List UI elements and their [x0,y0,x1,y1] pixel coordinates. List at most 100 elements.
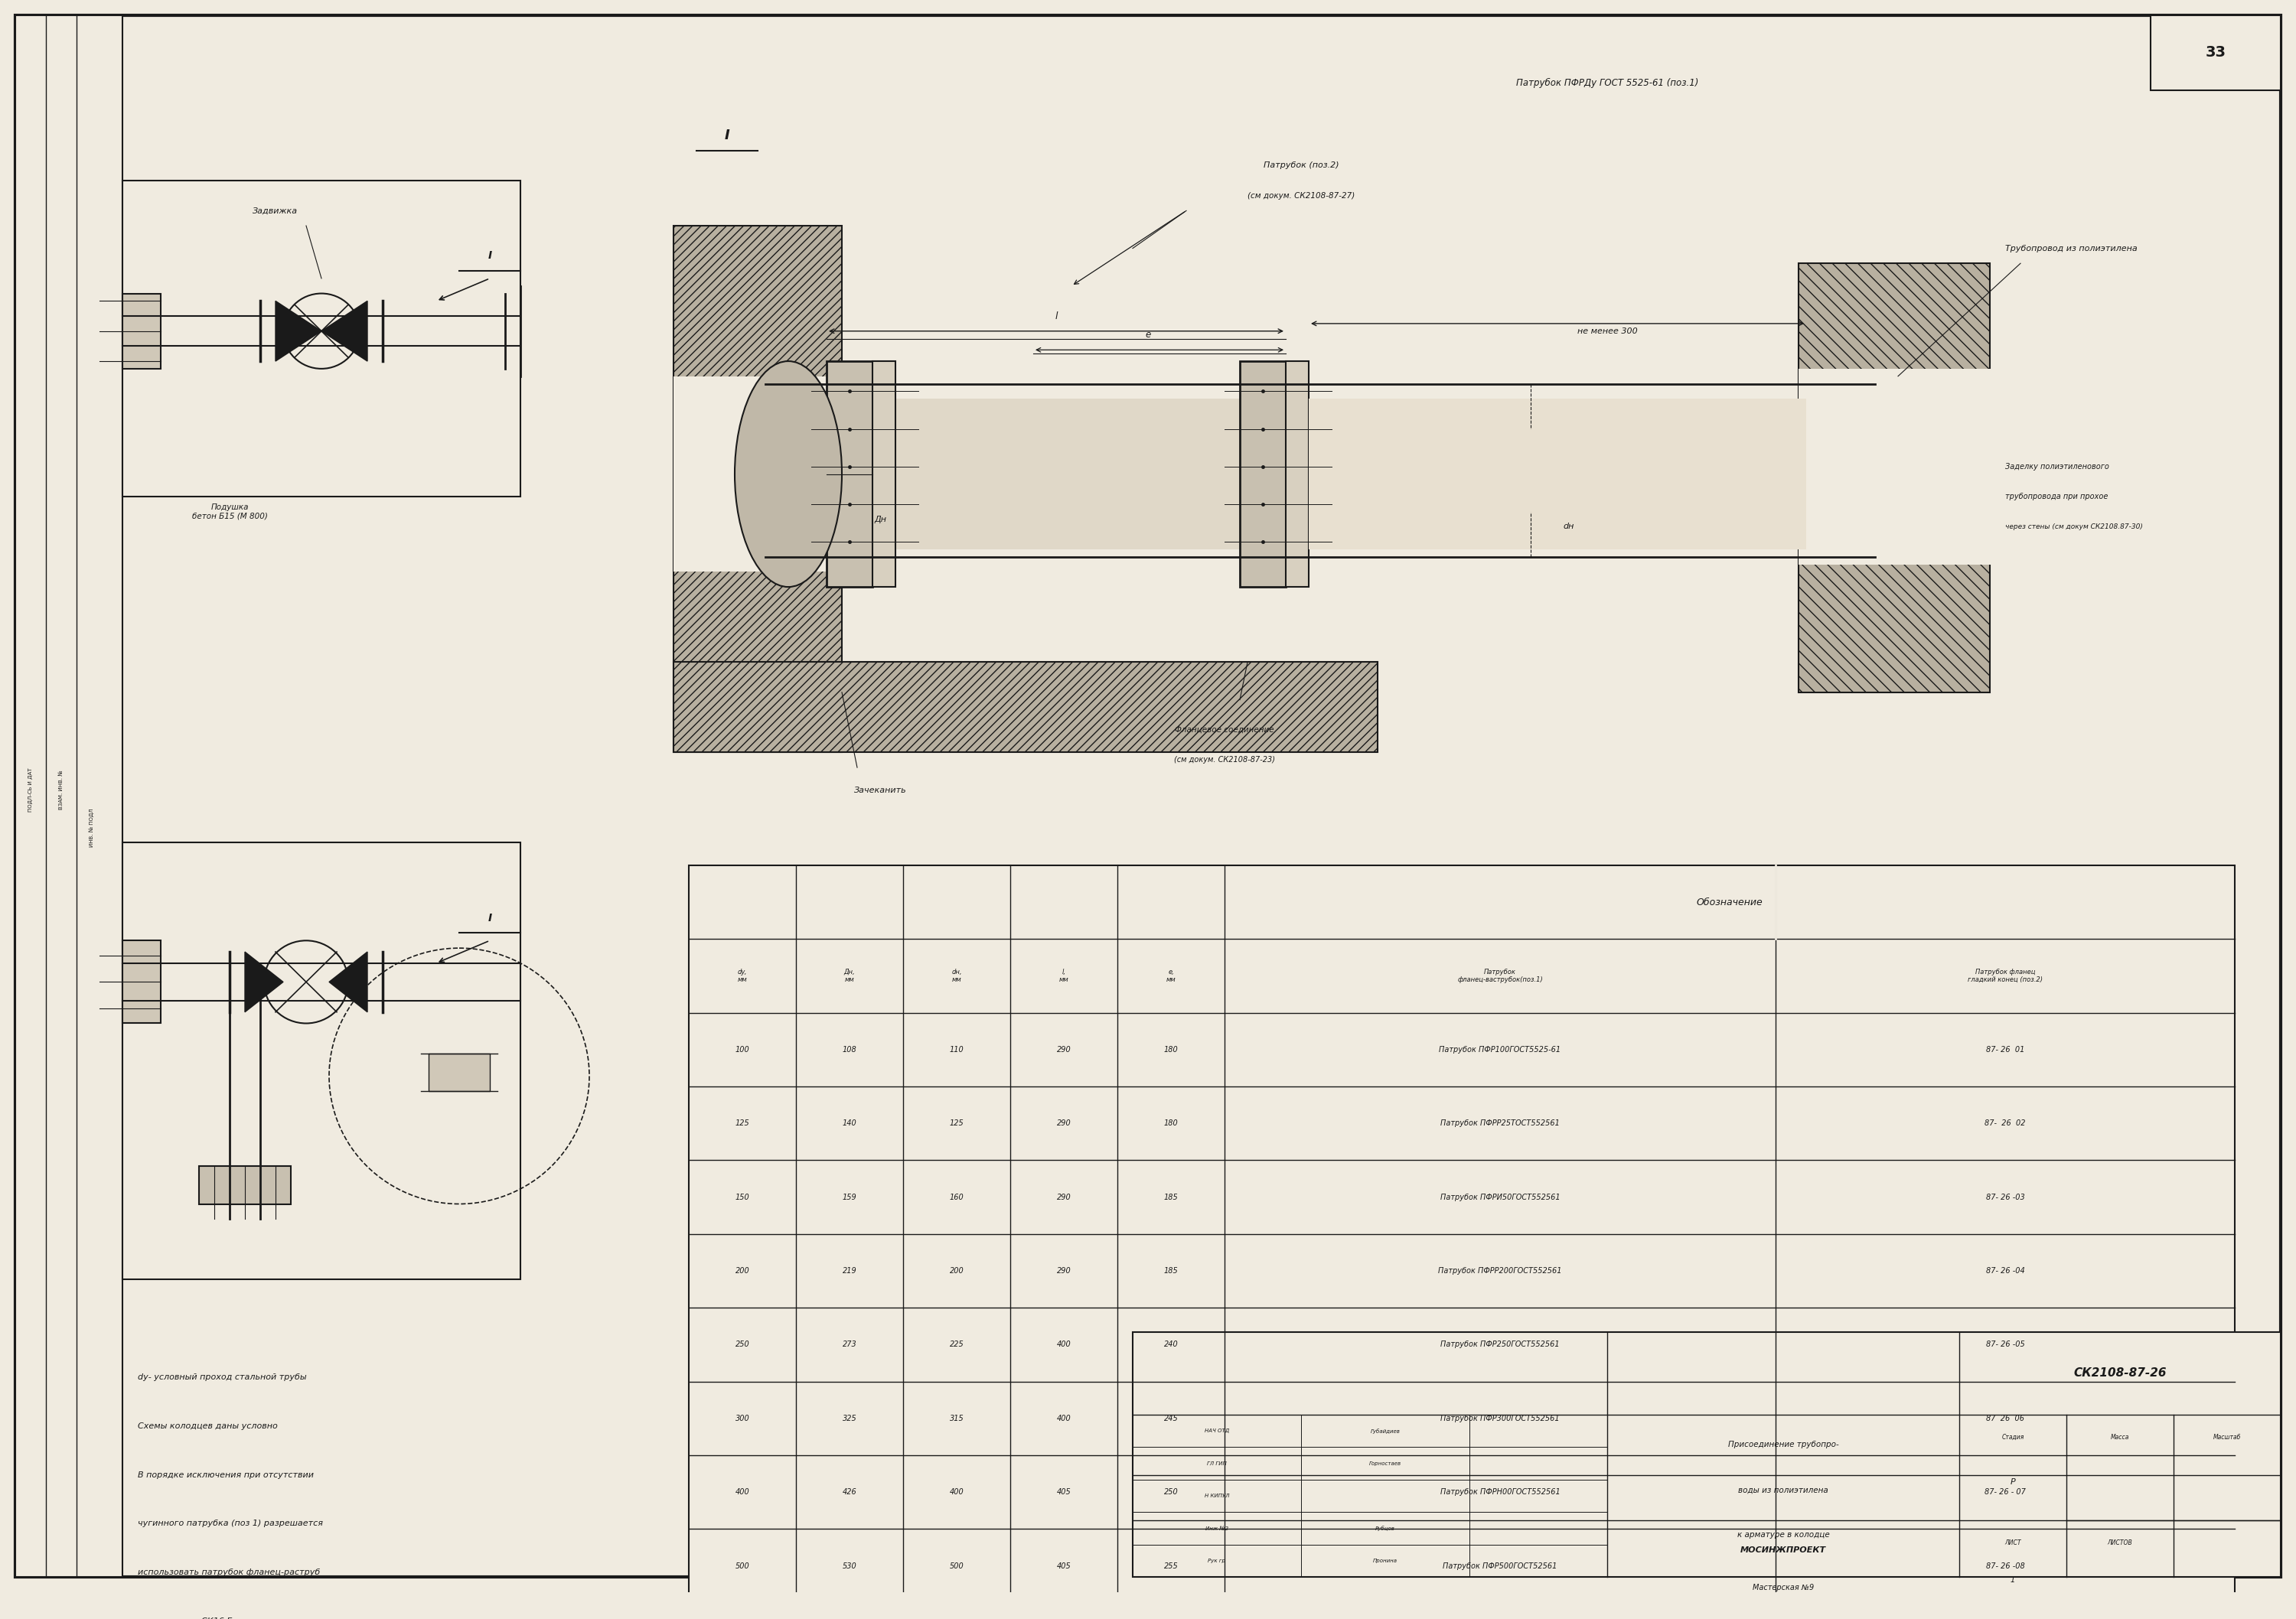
Bar [122,941,161,1023]
Text: Патрубок ПФРН00ГОСТ552561: Патрубок ПФРН00ГОСТ552561 [1440,1488,1559,1496]
Text: 1: 1 [2011,1577,2016,1583]
Text: трубопровода при прохое: трубопровода при прохое [2004,492,2108,500]
Text: В порядке исключения при отсутствии: В порядке исключения при отсутствии [138,1472,315,1478]
Text: 180: 180 [1164,1120,1178,1127]
Text: 125: 125 [951,1120,964,1127]
Text: Патрубок
фланец-ваструбок(поз.1): Патрубок фланец-ваструбок(поз.1) [1458,968,1543,983]
Text: ПОДЛ-СЬ И ДАТ: ПОДЛ-СЬ И ДАТ [28,767,32,813]
Text: Стадия: Стадия [2002,1434,2025,1441]
Text: 87- 26  01: 87- 26 01 [1986,1046,2025,1054]
Text: ЛИСТ: ЛИСТ [2004,1540,2020,1546]
Polygon shape [1798,264,1991,693]
Text: Дн: Дн [875,515,886,523]
Text: Патрубок (поз.2): Патрубок (поз.2) [1263,162,1339,170]
Text: ГЛ ГИП: ГЛ ГИП [1208,1460,1226,1465]
Text: Патрубок ПФРР200ГОСТ552561: Патрубок ПФРР200ГОСТ552561 [1437,1268,1561,1274]
Bar [122,843,521,1279]
Text: 290: 290 [1056,1120,1070,1127]
Text: e: e [1146,330,1150,340]
Text: Схемы колодцев даны условно: Схемы колодцев даны условно [138,1421,278,1430]
Text: (см докум. СК2108-87-27): (см докум. СК2108-87-27) [1247,191,1355,199]
Text: e,
мм: e, мм [1166,968,1176,983]
Text: 290: 290 [1056,1193,1070,1201]
Text: 200: 200 [951,1268,964,1274]
Polygon shape [673,225,843,753]
Text: 87-  26  02: 87- 26 02 [1984,1120,2025,1127]
Text: (см докум. СК2108-87-23): (см докум. СК2108-87-23) [1173,756,1274,764]
Text: Фланцевое соединение: Фланцевое соединение [1176,725,1274,733]
Text: Патрубок фланец
гладкий конец (поз.2): Патрубок фланец гладкий конец (поз.2) [1968,968,2043,983]
Text: 180: 180 [1164,1046,1178,1054]
Bar [1240,361,1286,588]
Text: dy,
мм: dy, мм [737,968,746,983]
Text: 405: 405 [1056,1488,1070,1496]
Text: 300: 300 [735,1415,748,1421]
Text: l,
мм: l, мм [1058,968,1068,983]
Text: 160: 160 [951,1193,964,1201]
Text: 225: 225 [951,1341,964,1349]
Text: Р: Р [2011,1478,2016,1486]
Text: Трубопровод из полиэтилена: Трубопровод из полиэтилена [2004,244,2138,253]
Text: к арматуре в колодце: к арматуре в колодце [1738,1532,1830,1538]
Bar [827,398,1745,549]
Text: Обозначение: Обозначение [1697,897,1763,907]
Text: не менее 300: не менее 300 [1577,327,1637,335]
Text: I: I [487,913,491,923]
Text: воды из полиэтилена: воды из полиэтилена [1738,1486,1828,1494]
Text: Патрубок ПФР300ГОСТ552561: Патрубок ПФР300ГОСТ552561 [1440,1415,1559,1421]
Text: 250: 250 [735,1341,748,1349]
Text: I: I [726,128,730,142]
Text: 273: 273 [843,1341,856,1349]
Text: 426: 426 [843,1488,856,1496]
Text: через стены (см докум СК2108.87-30): через стены (см докум СК2108.87-30) [2004,523,2142,529]
Text: 159: 159 [843,1193,856,1201]
Text: 245: 245 [1164,1415,1178,1421]
Text: 255: 255 [1164,1562,1178,1570]
Bar [872,361,895,588]
Bar [16,15,122,1577]
Bar [827,361,872,588]
Text: Н КИПУЛ: Н КИПУЛ [1205,1494,1228,1498]
Text: использовать патрубок фланец-раструб: использовать патрубок фланец-раструб [138,1569,319,1577]
Text: Задвижка: Задвижка [253,207,298,214]
Bar [1309,398,1807,549]
Text: 33: 33 [2204,45,2225,60]
Bar [2151,15,2280,91]
Text: 500: 500 [735,1562,748,1570]
Text: 290: 290 [1056,1046,1070,1054]
Text: Рук гр: Рук гр [1208,1559,1226,1564]
Text: Патрубок ПФРДу ГОСТ 5525-61 (поз.1): Патрубок ПФРДу ГОСТ 5525-61 (поз.1) [1515,78,1699,87]
Text: 240: 240 [1164,1341,1178,1349]
Text: 315: 315 [951,1415,964,1421]
Bar [1132,1332,2280,1577]
Text: 87- 26 -03: 87- 26 -03 [1986,1193,2025,1201]
Text: 87- 26 -04: 87- 26 -04 [1986,1268,2025,1274]
Text: Горностаев: Горностаев [1368,1460,1401,1465]
Bar [689,865,2234,1603]
Text: Присоединение трубопро-: Присоединение трубопро- [1729,1441,1839,1449]
Ellipse shape [735,361,843,588]
Bar [1286,361,1309,588]
Text: 87- 26 -05: 87- 26 -05 [1986,1341,2025,1349]
Text: Дн,
мм: Дн, мм [845,968,854,983]
Text: 110: 110 [951,1046,964,1054]
Text: l: l [1054,311,1058,321]
Bar [122,293,161,369]
Text: 87- 26 -08: 87- 26 -08 [1986,1562,2025,1570]
Text: 400: 400 [1056,1341,1070,1349]
Text: Патрубок ПФРР25ТОСТ552561: Патрубок ПФРР25ТОСТ552561 [1440,1120,1559,1127]
Text: dн,
мм: dн, мм [951,968,962,983]
Text: Пронина: Пронина [1373,1559,1398,1564]
Text: dн: dн [1564,523,1575,531]
Polygon shape [673,662,1378,753]
Text: Подушка
бетон Б15 (М 800): Подушка бетон Б15 (М 800) [193,504,266,520]
Text: Патрубок ПФР250ГОСТ552561: Патрубок ПФР250ГОСТ552561 [1440,1341,1559,1349]
Text: чугинного патрубка (поз 1) разрешается: чугинного патрубка (поз 1) разрешается [138,1520,324,1528]
Text: 140: 140 [843,1120,856,1127]
Text: Губайдиев: Губайдиев [1371,1428,1401,1433]
Text: Патрубок ПФРИ50ГОСТ552561: Патрубок ПФРИ50ГОСТ552561 [1440,1193,1559,1201]
Text: Масса: Масса [2110,1434,2128,1441]
Text: 185: 185 [1164,1193,1178,1201]
Text: 530: 530 [843,1562,856,1570]
Text: ИНВ. № ПОДЛ: ИНВ. № ПОДЛ [90,808,94,847]
